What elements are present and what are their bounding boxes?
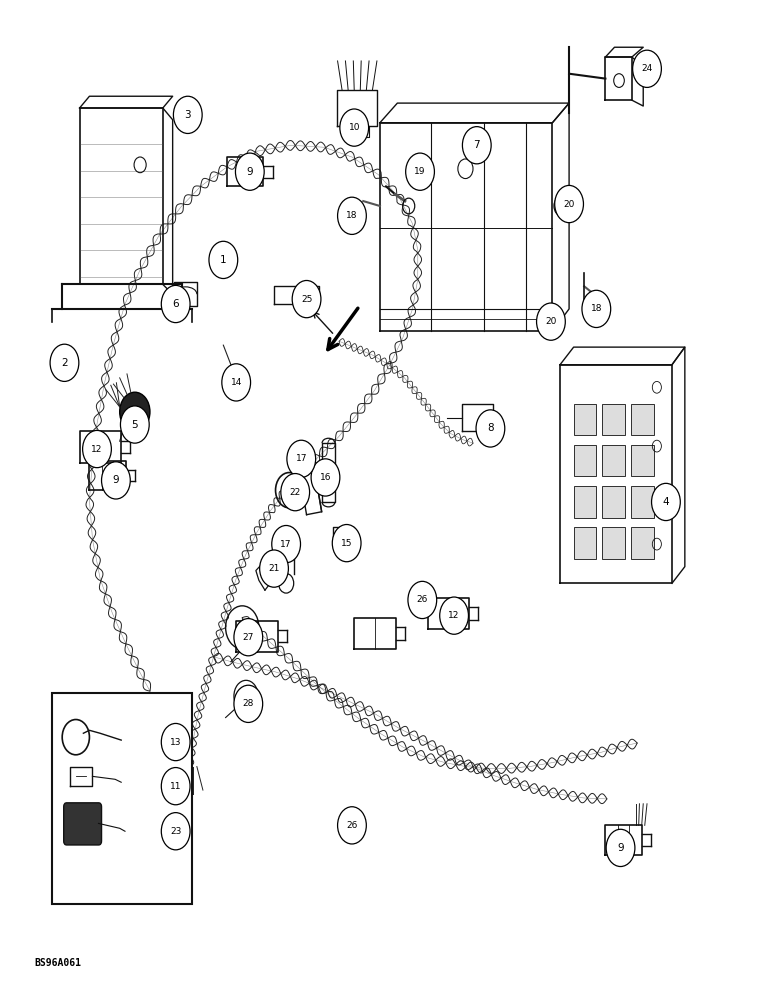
Circle shape [292,280,321,318]
Text: 21: 21 [269,564,279,573]
Circle shape [259,550,289,587]
Text: 23: 23 [170,827,181,836]
Text: 15: 15 [341,539,352,548]
Circle shape [50,344,79,381]
Circle shape [161,768,190,805]
FancyBboxPatch shape [602,404,625,435]
Circle shape [272,525,300,563]
FancyBboxPatch shape [574,527,596,559]
Text: 22: 22 [290,488,301,497]
FancyBboxPatch shape [52,693,191,904]
Circle shape [120,392,150,431]
Text: 20: 20 [564,200,575,209]
Circle shape [582,290,611,328]
FancyBboxPatch shape [574,486,596,518]
Circle shape [555,185,584,223]
FancyBboxPatch shape [574,404,596,435]
Circle shape [340,109,368,146]
Circle shape [476,410,505,447]
Circle shape [337,197,367,234]
FancyBboxPatch shape [631,486,654,518]
Text: 9: 9 [113,475,119,485]
Text: 19: 19 [415,167,426,176]
Text: 8: 8 [487,423,494,433]
Circle shape [102,462,130,499]
Text: 20: 20 [545,317,557,326]
Text: 3: 3 [185,110,191,120]
Text: 16: 16 [320,473,331,482]
Text: 1: 1 [220,255,227,265]
Text: 12: 12 [91,445,103,454]
Circle shape [174,96,202,133]
Circle shape [209,241,238,279]
Text: 10: 10 [348,123,360,132]
Circle shape [161,723,190,761]
Circle shape [311,459,340,496]
Text: 11: 11 [170,782,181,791]
Text: 5: 5 [131,420,138,430]
Circle shape [537,303,565,340]
FancyBboxPatch shape [602,445,625,476]
Circle shape [161,813,190,850]
Circle shape [287,440,316,477]
Circle shape [120,406,149,443]
FancyBboxPatch shape [631,404,654,435]
Text: BS96A061: BS96A061 [34,958,81,968]
Text: 12: 12 [449,611,460,620]
FancyBboxPatch shape [602,486,625,518]
FancyBboxPatch shape [64,803,102,845]
Circle shape [234,685,262,722]
Text: 9: 9 [246,167,253,177]
Circle shape [161,285,190,323]
Text: 9: 9 [618,843,624,853]
Circle shape [408,581,437,619]
Text: 6: 6 [172,299,179,309]
Text: 4: 4 [662,497,669,507]
Text: 17: 17 [280,540,292,549]
Text: 28: 28 [242,699,254,708]
Text: 18: 18 [346,211,357,220]
Circle shape [440,597,469,634]
FancyBboxPatch shape [574,445,596,476]
FancyBboxPatch shape [631,445,654,476]
FancyBboxPatch shape [631,527,654,559]
Circle shape [606,829,635,867]
Circle shape [652,483,680,521]
Text: 13: 13 [170,738,181,747]
Circle shape [222,364,251,401]
Circle shape [83,430,111,468]
Circle shape [462,127,491,164]
Circle shape [405,153,435,190]
Text: 26: 26 [417,595,428,604]
Text: 24: 24 [642,64,652,73]
Text: 7: 7 [473,140,480,150]
Text: 26: 26 [347,821,357,830]
Circle shape [332,524,361,562]
Text: 14: 14 [231,378,242,387]
Circle shape [235,153,264,190]
Text: 25: 25 [301,295,312,304]
FancyBboxPatch shape [602,527,625,559]
Circle shape [281,474,310,511]
Text: 18: 18 [591,304,602,313]
Circle shape [234,619,262,656]
Text: 27: 27 [242,633,254,642]
Text: 17: 17 [296,454,307,463]
Circle shape [632,50,662,87]
Circle shape [337,807,367,844]
Text: 2: 2 [61,358,68,368]
